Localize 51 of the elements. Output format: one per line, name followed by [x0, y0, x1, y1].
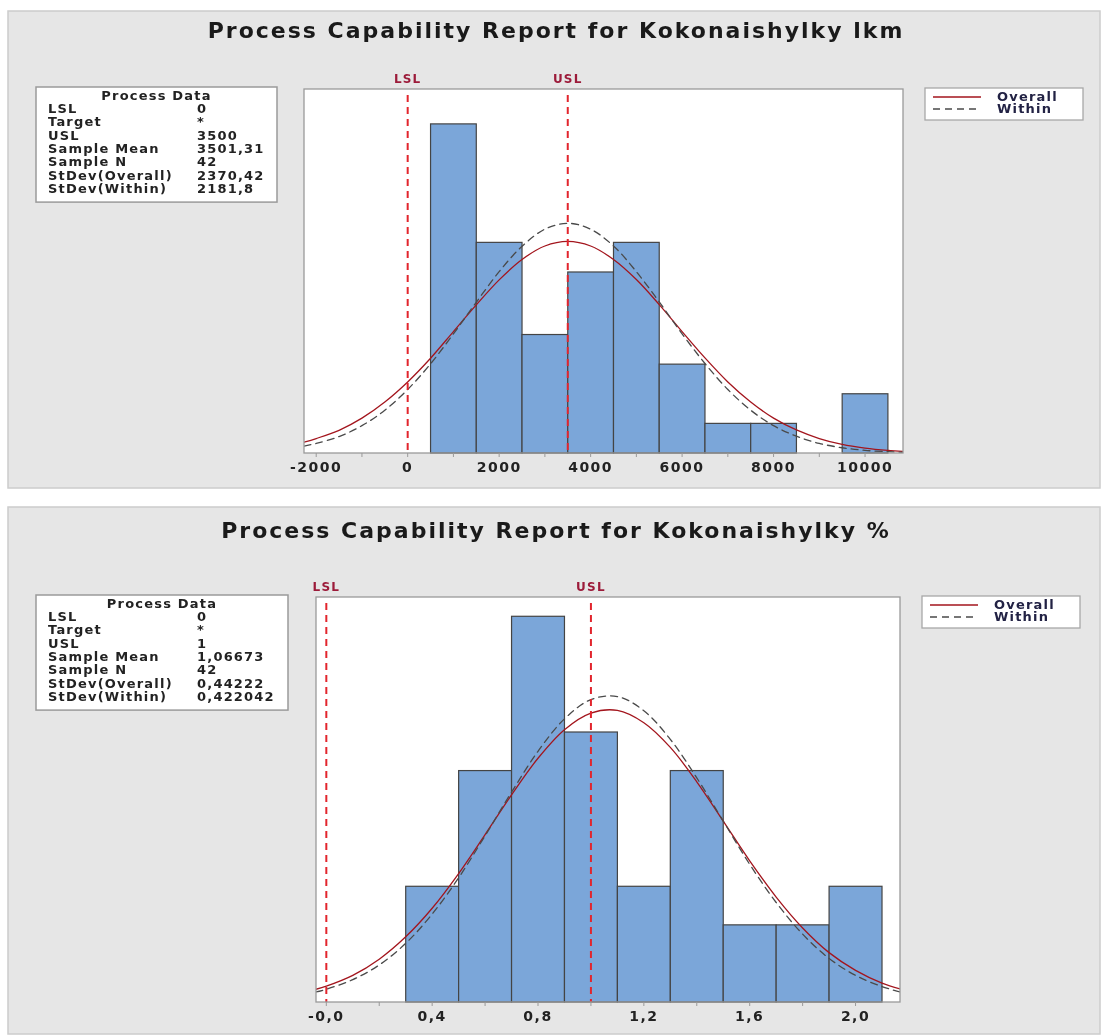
text: Process Data	[101, 88, 212, 103]
chart-title: Process Capability Report for Kokonaishylky lkm	[207, 18, 905, 43]
text: 42	[197, 154, 218, 170]
text: StDev(Overall)	[48, 675, 173, 691]
text: Target	[48, 622, 102, 638]
chart-title: Process Capability Report for Kokonaishylky %	[221, 518, 891, 543]
ref-line-label: LSL	[312, 580, 341, 594]
legend-label: Overall	[997, 89, 1058, 104]
legend-label: Within	[997, 101, 1053, 116]
text: LSL	[48, 609, 78, 624]
text: USL	[48, 127, 80, 143]
legend-label: Overall	[994, 597, 1055, 612]
text: Sample N	[48, 154, 128, 170]
legend-label: Within	[994, 609, 1050, 624]
ref-line-label: USL	[576, 580, 606, 594]
text: 1	[197, 635, 208, 651]
x-tick-label: 6000	[659, 459, 705, 475]
x-tick-label: -2000	[290, 459, 343, 475]
text: USL	[48, 635, 80, 651]
x-tick-label: 8000	[751, 459, 797, 475]
text: 42	[197, 662, 218, 678]
x-tick-label: 1,2	[629, 1008, 659, 1024]
x-tick-label: 2,0	[840, 1008, 871, 1024]
text: 0	[197, 609, 208, 624]
text: LSL	[48, 101, 78, 116]
x-tick-label: 0	[402, 459, 414, 475]
text: *	[197, 622, 205, 638]
text: 0	[197, 101, 208, 116]
text: 2370,42	[197, 167, 265, 183]
ref-line-label: LSL	[393, 72, 422, 86]
x-tick-label: -0,0	[308, 1008, 345, 1024]
x-tick-label: 1,6	[735, 1008, 765, 1024]
text: Sample Mean	[48, 140, 160, 156]
text: Sample Mean	[48, 648, 160, 664]
text: Process Data	[106, 596, 218, 611]
text: 3501,31	[197, 140, 265, 156]
x-tick-label: 2000	[476, 459, 522, 475]
text: 3500	[197, 127, 238, 143]
text: 1,06673	[197, 648, 265, 664]
x-tick-label: 10000	[836, 459, 894, 475]
text: StDev(Overall)	[48, 167, 173, 183]
text: *	[197, 114, 205, 130]
text: 0,44222	[197, 675, 265, 691]
text: StDev(Within)	[48, 180, 168, 196]
x-tick-label: 0,4	[417, 1008, 447, 1024]
ref-line-label: USL	[552, 72, 583, 86]
x-tick-label: 0,8	[523, 1008, 553, 1024]
text: Sample N	[48, 662, 128, 678]
x-tick-label: 4000	[568, 459, 614, 475]
text: StDev(Within)	[48, 688, 168, 704]
text: Target	[48, 114, 102, 130]
